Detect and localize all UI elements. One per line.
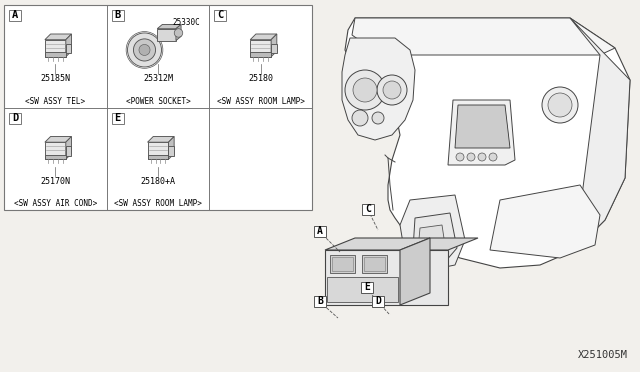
Text: <POWER SOCKET>: <POWER SOCKET> <box>125 97 190 106</box>
Text: B: B <box>317 296 323 307</box>
Bar <box>45 52 66 57</box>
Bar <box>361 282 373 293</box>
Circle shape <box>345 70 385 110</box>
Bar <box>372 296 384 307</box>
Polygon shape <box>412 213 457 265</box>
Circle shape <box>489 153 497 161</box>
Text: 25180+A: 25180+A <box>141 177 175 186</box>
Bar <box>45 154 66 159</box>
Bar <box>66 44 72 53</box>
Circle shape <box>542 87 578 123</box>
Polygon shape <box>352 18 615 55</box>
Circle shape <box>372 112 384 124</box>
Polygon shape <box>345 18 630 268</box>
Bar <box>45 40 66 57</box>
Bar <box>111 112 124 124</box>
Text: C: C <box>217 10 223 20</box>
Bar <box>9 112 21 124</box>
Polygon shape <box>168 137 174 159</box>
Bar <box>111 10 124 21</box>
Text: 25180: 25180 <box>248 74 273 83</box>
Text: 25170N: 25170N <box>40 177 70 186</box>
Polygon shape <box>66 34 72 57</box>
Circle shape <box>127 33 161 67</box>
Circle shape <box>383 81 401 99</box>
Text: A: A <box>317 227 323 237</box>
Bar <box>250 52 271 57</box>
Polygon shape <box>400 250 448 305</box>
Circle shape <box>174 29 183 37</box>
Polygon shape <box>45 137 72 142</box>
Polygon shape <box>490 185 600 258</box>
Text: B: B <box>115 10 121 20</box>
Bar <box>314 226 326 237</box>
Text: <SW ASSY ROOM LAMP>: <SW ASSY ROOM LAMP> <box>114 199 202 208</box>
Text: <SW ASSY TEL>: <SW ASSY TEL> <box>25 97 85 106</box>
Polygon shape <box>400 195 465 272</box>
Bar <box>45 142 66 159</box>
Circle shape <box>353 78 377 102</box>
Polygon shape <box>66 137 72 159</box>
Text: 25312M: 25312M <box>143 74 173 83</box>
Text: 25185N: 25185N <box>40 74 70 83</box>
Text: C: C <box>365 205 371 215</box>
Polygon shape <box>418 225 445 252</box>
Bar <box>362 204 374 215</box>
Polygon shape <box>570 18 630 250</box>
Circle shape <box>478 153 486 161</box>
Bar <box>332 257 353 271</box>
Text: E: E <box>115 113 121 123</box>
Polygon shape <box>342 38 415 140</box>
Bar <box>148 142 168 159</box>
Bar <box>66 146 72 155</box>
Circle shape <box>467 153 475 161</box>
Polygon shape <box>448 100 515 165</box>
Text: <SW ASSY AIR COND>: <SW ASSY AIR COND> <box>13 199 97 208</box>
Bar <box>314 296 326 307</box>
Bar <box>327 277 398 302</box>
Text: D: D <box>375 296 381 307</box>
Polygon shape <box>45 34 72 40</box>
Polygon shape <box>400 238 478 250</box>
Circle shape <box>134 39 156 61</box>
Bar <box>364 257 385 271</box>
Circle shape <box>377 75 407 105</box>
Polygon shape <box>148 137 174 142</box>
Bar <box>362 255 387 273</box>
Text: X251005M: X251005M <box>578 350 628 360</box>
Circle shape <box>139 44 150 55</box>
Bar <box>168 146 174 155</box>
Polygon shape <box>271 34 277 57</box>
Polygon shape <box>455 105 510 148</box>
Polygon shape <box>157 25 181 29</box>
Polygon shape <box>176 25 181 41</box>
Polygon shape <box>400 238 430 305</box>
Bar <box>214 10 227 21</box>
Text: 25330C: 25330C <box>172 18 200 27</box>
Text: <SW ASSY ROOM LAMP>: <SW ASSY ROOM LAMP> <box>217 97 305 106</box>
Circle shape <box>456 153 464 161</box>
Bar <box>250 40 271 57</box>
Circle shape <box>352 110 368 126</box>
Bar <box>9 10 21 21</box>
Bar <box>4 5 312 210</box>
Text: E: E <box>364 282 370 292</box>
Bar <box>330 255 355 273</box>
Polygon shape <box>250 34 277 40</box>
Polygon shape <box>325 250 400 305</box>
Text: D: D <box>12 113 18 123</box>
Bar <box>148 154 168 159</box>
Bar <box>157 29 176 41</box>
Polygon shape <box>325 238 430 250</box>
Text: A: A <box>12 10 18 20</box>
Bar <box>271 44 277 53</box>
Circle shape <box>548 93 572 117</box>
